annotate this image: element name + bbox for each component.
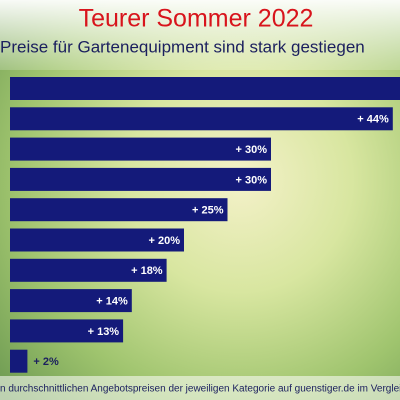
bar bbox=[10, 228, 184, 252]
chart-title: Teurer Sommer 2022 bbox=[79, 5, 314, 33]
value-label: + 14% bbox=[96, 296, 128, 308]
bar bbox=[10, 258, 167, 282]
bar bbox=[10, 137, 271, 161]
value-label: + 25% bbox=[192, 205, 224, 217]
footer-fade bbox=[0, 376, 400, 400]
bar bbox=[10, 77, 400, 100]
value-label: + 18% bbox=[131, 265, 163, 277]
bar bbox=[10, 319, 124, 343]
chart-subtitle: Preise für Gartenequipment sind stark ge… bbox=[0, 37, 365, 56]
bars: + 44% + 30% + 30% + 25% + 20% + 18% + 14% + 13%… bbox=[10, 77, 400, 373]
value-label: + 30% bbox=[236, 144, 268, 156]
value-label: + 20% bbox=[149, 235, 181, 247]
value-label: + 30% bbox=[236, 174, 268, 186]
footnote: n durchschnittlichen Angebotspreisen der… bbox=[0, 384, 400, 395]
bar bbox=[10, 167, 271, 191]
value-label: + 13% bbox=[88, 326, 120, 338]
bar bbox=[10, 349, 28, 373]
bar bbox=[10, 289, 132, 313]
value-label: + 44% bbox=[357, 114, 389, 126]
bar bbox=[10, 107, 393, 131]
header-fade bbox=[0, 0, 400, 70]
value-label: + 2% bbox=[33, 356, 59, 368]
bar bbox=[10, 198, 228, 222]
